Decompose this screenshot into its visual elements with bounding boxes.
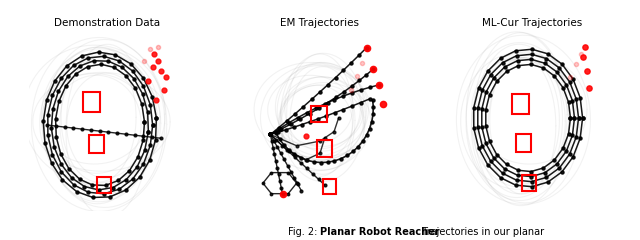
Bar	[323, 179, 336, 194]
Bar	[317, 140, 332, 157]
Bar	[97, 177, 111, 193]
Bar	[89, 135, 104, 153]
Bar	[310, 106, 326, 122]
Title: ML-Cur Trajectories: ML-Cur Trajectories	[483, 18, 582, 28]
Text: Planar Robot Reacher: Planar Robot Reacher	[320, 227, 440, 237]
Bar	[83, 92, 100, 112]
Bar	[511, 94, 529, 114]
Title: Demonstration Data: Demonstration Data	[54, 18, 161, 28]
Bar	[522, 175, 536, 191]
Title: EM Trajectories: EM Trajectories	[280, 18, 360, 28]
Bar	[516, 134, 531, 152]
Text: Fig. 2:: Fig. 2:	[287, 227, 320, 237]
Text: Trajectories in our planar: Trajectories in our planar	[419, 227, 545, 237]
